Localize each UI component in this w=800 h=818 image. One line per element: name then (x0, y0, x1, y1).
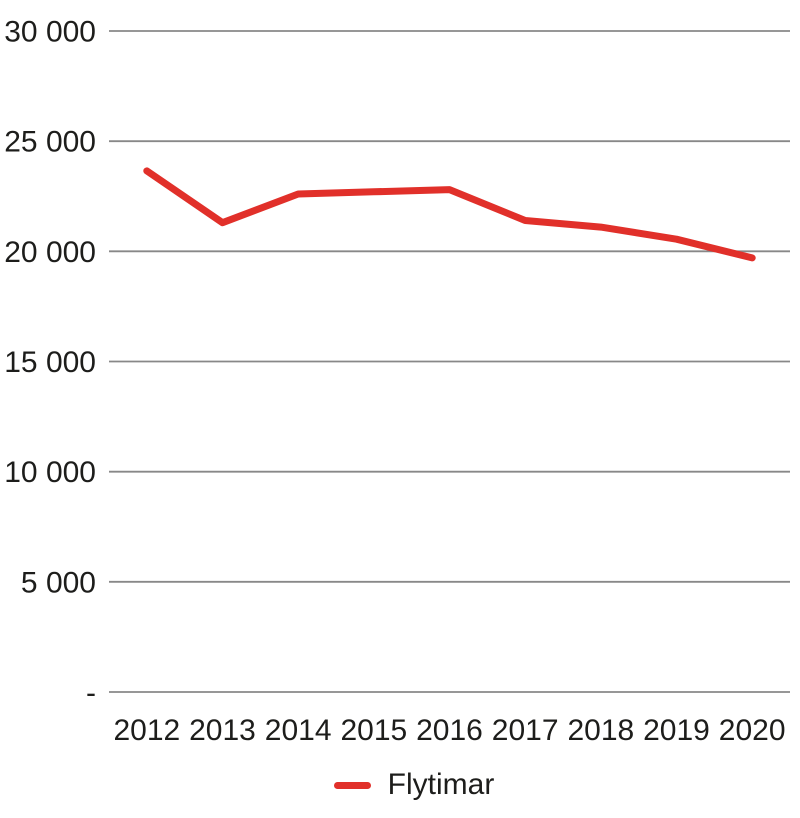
x-axis-tick-label: 2017 (492, 714, 559, 747)
x-axis-tick-label: 2014 (265, 714, 332, 747)
y-axis-tick-label: - (86, 677, 96, 710)
legend-label: Flytimar (387, 768, 495, 801)
x-axis-tick-label: 2020 (719, 714, 786, 747)
legend-line-swatch (333, 781, 371, 789)
y-axis-tick-label: 25 000 (4, 126, 96, 159)
x-axis-tick-label: 2018 (567, 714, 634, 747)
x-axis-tick-label: 2019 (643, 714, 710, 747)
data-line-flytimar (143, 167, 756, 262)
y-axis-tick-label: 5 000 (21, 566, 96, 599)
y-axis-tick-label: 30 000 (4, 16, 96, 49)
x-axis-tick-label: 2012 (113, 714, 180, 747)
x-axis-tick-label: 2015 (340, 714, 407, 747)
x-axis-tick-label: 2016 (416, 714, 483, 747)
y-axis-tick-label: 20 000 (4, 236, 96, 269)
legend: Flytimar (0, 765, 800, 805)
y-axis-tick-label: 10 000 (4, 456, 96, 489)
y-axis-tick-label: 15 000 (4, 346, 96, 379)
plot-area: - 5 000 10 000 15 000 20 000 25 000 30 000 2012… (4, 16, 790, 747)
x-axis-tick-label: 2013 (189, 714, 256, 747)
